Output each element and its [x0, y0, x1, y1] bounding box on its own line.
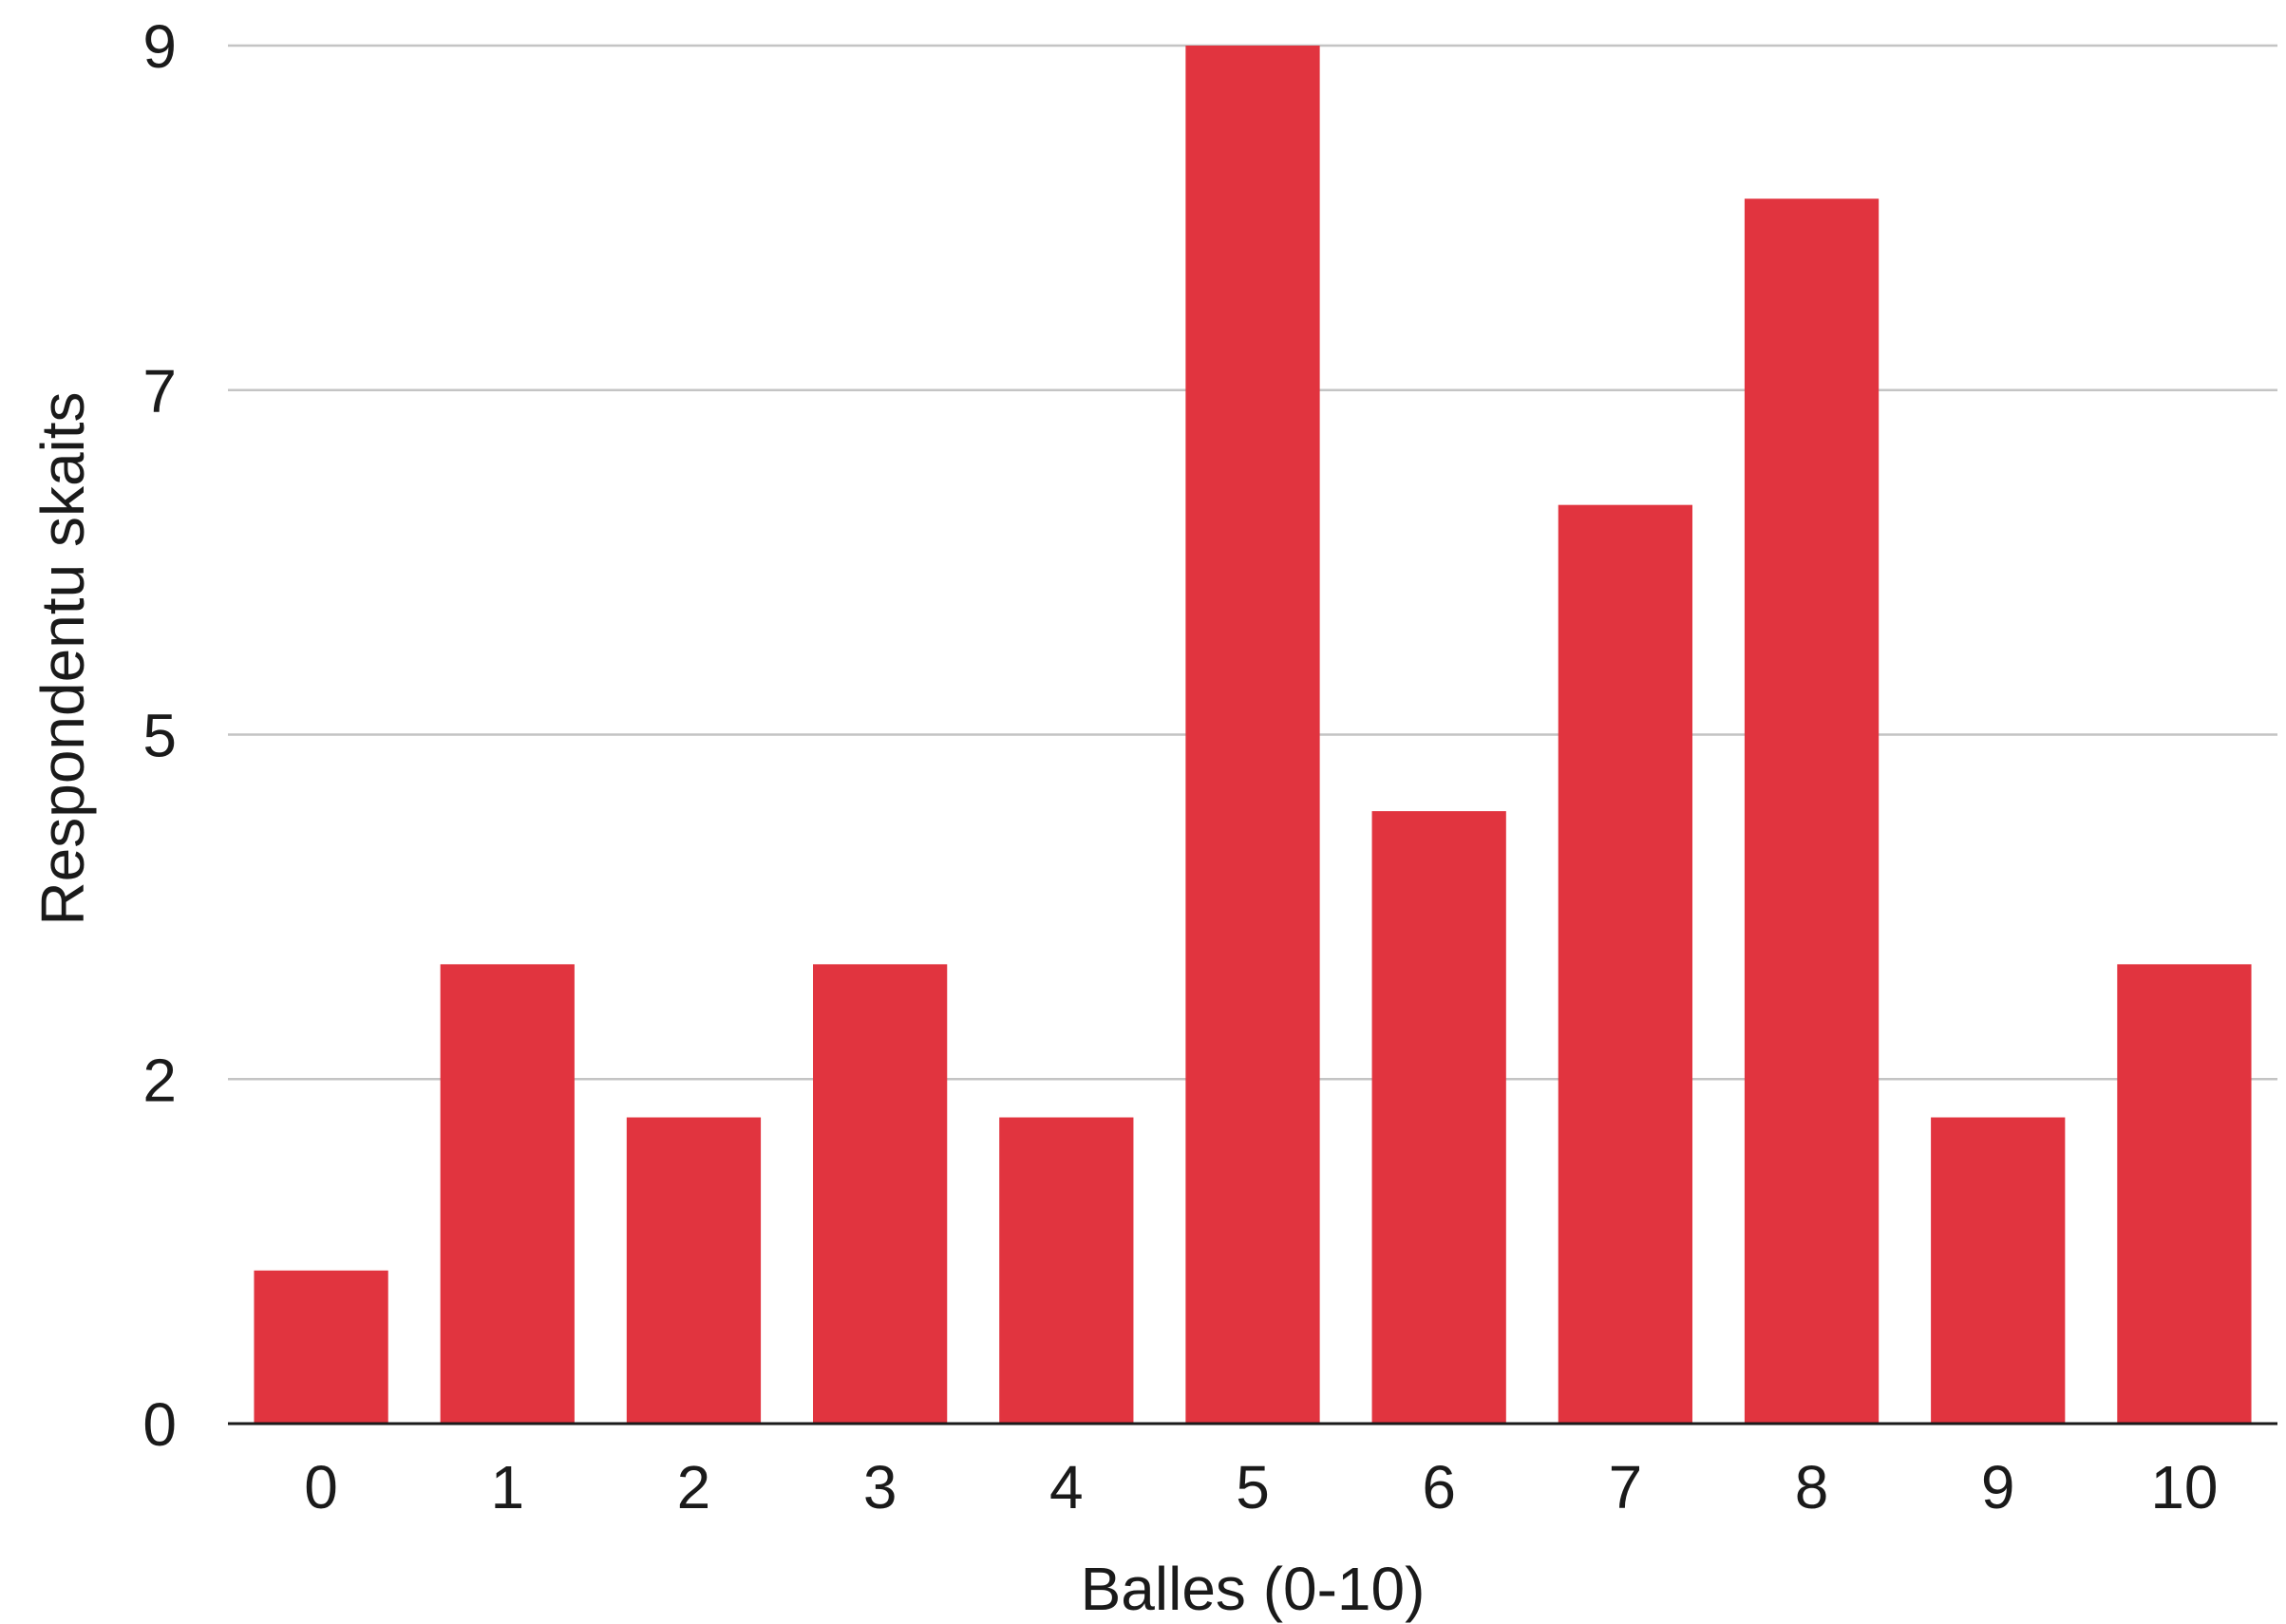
x-tick-label: 0 — [304, 1453, 338, 1521]
bar — [1185, 46, 1320, 1424]
y-tick-labels: 0 2 5 7 9 — [142, 12, 177, 1459]
x-tick-label: 4 — [1049, 1453, 1084, 1521]
x-tick-label: 5 — [1236, 1453, 1270, 1521]
x-tick-labels: 0 1 2 3 4 5 6 7 8 9 10 — [304, 1453, 2218, 1521]
bar — [813, 964, 948, 1424]
x-tick-label: 6 — [1422, 1453, 1456, 1521]
bar — [1371, 811, 1506, 1424]
x-tick-label: 1 — [490, 1453, 524, 1521]
bar — [1558, 504, 1692, 1424]
x-tick-label: 2 — [677, 1453, 711, 1521]
bars — [254, 46, 2252, 1425]
bar — [1744, 198, 1880, 1425]
bar — [626, 1117, 762, 1424]
y-tick-label: 9 — [142, 12, 177, 81]
x-tick-label: 8 — [1795, 1453, 1829, 1521]
y-axis-title: Respondentu skaits — [28, 391, 97, 925]
x-tick-label: 10 — [2150, 1453, 2218, 1521]
y-tick-label: 2 — [142, 1046, 177, 1114]
bar — [440, 964, 575, 1424]
x-tick-label: 3 — [863, 1453, 897, 1521]
bar — [1931, 1117, 2066, 1424]
x-axis-title: Balles (0-10) — [1081, 1555, 1426, 1623]
x-tick-label: 9 — [1981, 1453, 2015, 1521]
y-tick-label: 0 — [142, 1390, 177, 1459]
bar — [2117, 964, 2252, 1424]
y-tick-label: 7 — [142, 357, 177, 425]
x-tick-label: 7 — [1609, 1453, 1643, 1521]
bar — [254, 1270, 388, 1424]
y-tick-label: 5 — [142, 702, 177, 770]
bar — [999, 1117, 1134, 1424]
